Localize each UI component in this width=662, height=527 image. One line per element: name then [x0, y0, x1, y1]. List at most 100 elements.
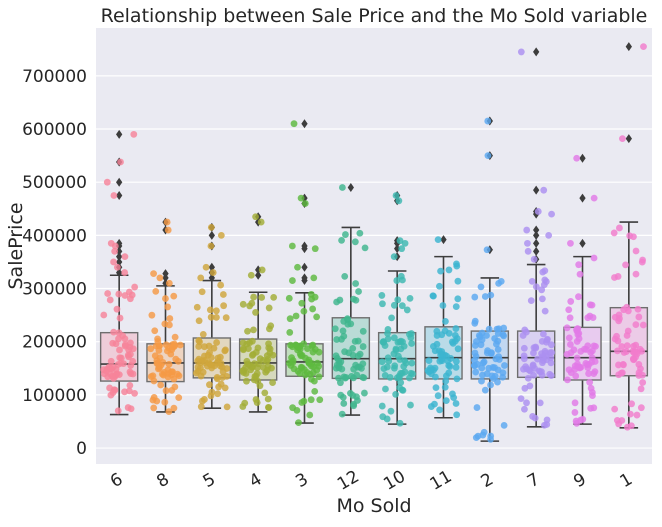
- strip-point: [610, 229, 618, 237]
- strip-point: [333, 336, 341, 343]
- strip-point: [591, 368, 599, 376]
- strip-point: [209, 269, 217, 276]
- strip-point: [501, 362, 508, 369]
- strip-point: [257, 218, 265, 226]
- outlier-marker: [208, 230, 215, 240]
- strip-point: [151, 327, 159, 335]
- strip-point: [471, 293, 479, 301]
- strip-point: [216, 353, 224, 361]
- strip-point: [547, 359, 555, 367]
- strip-point: [248, 351, 256, 359]
- strip-point: [452, 400, 460, 407]
- outlier-marker: [116, 246, 123, 256]
- strip-point: [485, 325, 493, 333]
- strip-point: [639, 371, 646, 379]
- strip-point: [442, 397, 450, 405]
- strip-point: [571, 409, 579, 416]
- strip-point: [148, 311, 156, 319]
- strip-point: [539, 359, 546, 367]
- strip-point: [472, 368, 480, 376]
- strip-point: [157, 381, 165, 389]
- x-tick-label: 12: [334, 467, 363, 495]
- strip-point: [520, 352, 528, 360]
- strip-point: [361, 389, 368, 397]
- strip-point: [392, 345, 400, 353]
- strip-point: [156, 274, 164, 282]
- strip-point: [635, 313, 643, 321]
- strip-point: [390, 253, 398, 261]
- strip-point: [382, 385, 389, 393]
- strip-point: [487, 291, 495, 299]
- strip-point: [542, 278, 550, 285]
- strip-point: [243, 377, 250, 385]
- strip-point: [379, 300, 386, 308]
- strip-point: [630, 355, 638, 363]
- strip-point: [286, 315, 294, 323]
- strip-point: [530, 255, 538, 263]
- strip-6: [100, 130, 139, 415]
- strip-point: [380, 365, 388, 373]
- strip-point: [359, 373, 367, 381]
- strip-point: [519, 332, 527, 339]
- strip-point: [197, 274, 205, 282]
- strip-point: [396, 237, 404, 245]
- strip-point: [521, 384, 529, 392]
- strip-point: [195, 317, 203, 325]
- strip-point: [478, 364, 486, 372]
- strip-point: [474, 432, 482, 440]
- strip-point: [194, 357, 202, 365]
- x-axis-label: Mo Sold: [336, 495, 411, 517]
- strip-point: [453, 375, 461, 383]
- strip-point: [197, 403, 205, 411]
- strip-point: [639, 321, 647, 329]
- strip-point: [638, 258, 646, 266]
- strip-point: [618, 343, 626, 350]
- x-tick-label: 2: [478, 469, 497, 492]
- strip-point: [240, 346, 247, 354]
- strip-point: [566, 341, 574, 348]
- strip-point: [523, 399, 530, 407]
- strip-point: [355, 288, 362, 295]
- y-axis-label: SalePrice: [5, 202, 27, 289]
- strip-point: [296, 369, 304, 377]
- strip-point: [628, 400, 636, 408]
- strip-point: [573, 326, 580, 334]
- outlier-marker: [116, 190, 123, 200]
- strip-point: [473, 404, 481, 411]
- strip-point: [206, 349, 213, 356]
- strip-2: [470, 117, 508, 443]
- strip-point: [110, 328, 118, 336]
- strip-point: [221, 384, 229, 392]
- strip-point: [584, 314, 592, 322]
- strip-point: [264, 395, 272, 403]
- strip-point: [536, 368, 544, 376]
- strip-point: [441, 327, 449, 335]
- outlier-marker: [533, 238, 540, 248]
- strip-point: [111, 247, 119, 255]
- strip-point: [174, 370, 181, 378]
- strip-point: [289, 277, 296, 284]
- strip-point: [202, 263, 210, 271]
- outlier-marker: [533, 225, 540, 235]
- strip-point: [520, 344, 528, 352]
- strip-point: [200, 396, 208, 403]
- strip-3: [285, 120, 324, 427]
- strip-point: [429, 292, 437, 300]
- strip-point: [392, 192, 400, 199]
- strip-9: [563, 154, 599, 427]
- strip-point: [222, 346, 229, 354]
- strip-point: [332, 352, 340, 360]
- strip-point: [205, 342, 213, 350]
- strip-point: [315, 373, 323, 381]
- strip-point: [483, 332, 490, 339]
- strip-point: [626, 410, 634, 418]
- strip-point: [309, 369, 317, 377]
- strip-point: [614, 273, 622, 280]
- strip-point: [100, 311, 108, 319]
- strip-point: [590, 194, 598, 202]
- strip-point: [528, 277, 536, 285]
- strip-point: [207, 223, 215, 231]
- strip-point: [487, 381, 494, 389]
- strip-point: [432, 373, 439, 381]
